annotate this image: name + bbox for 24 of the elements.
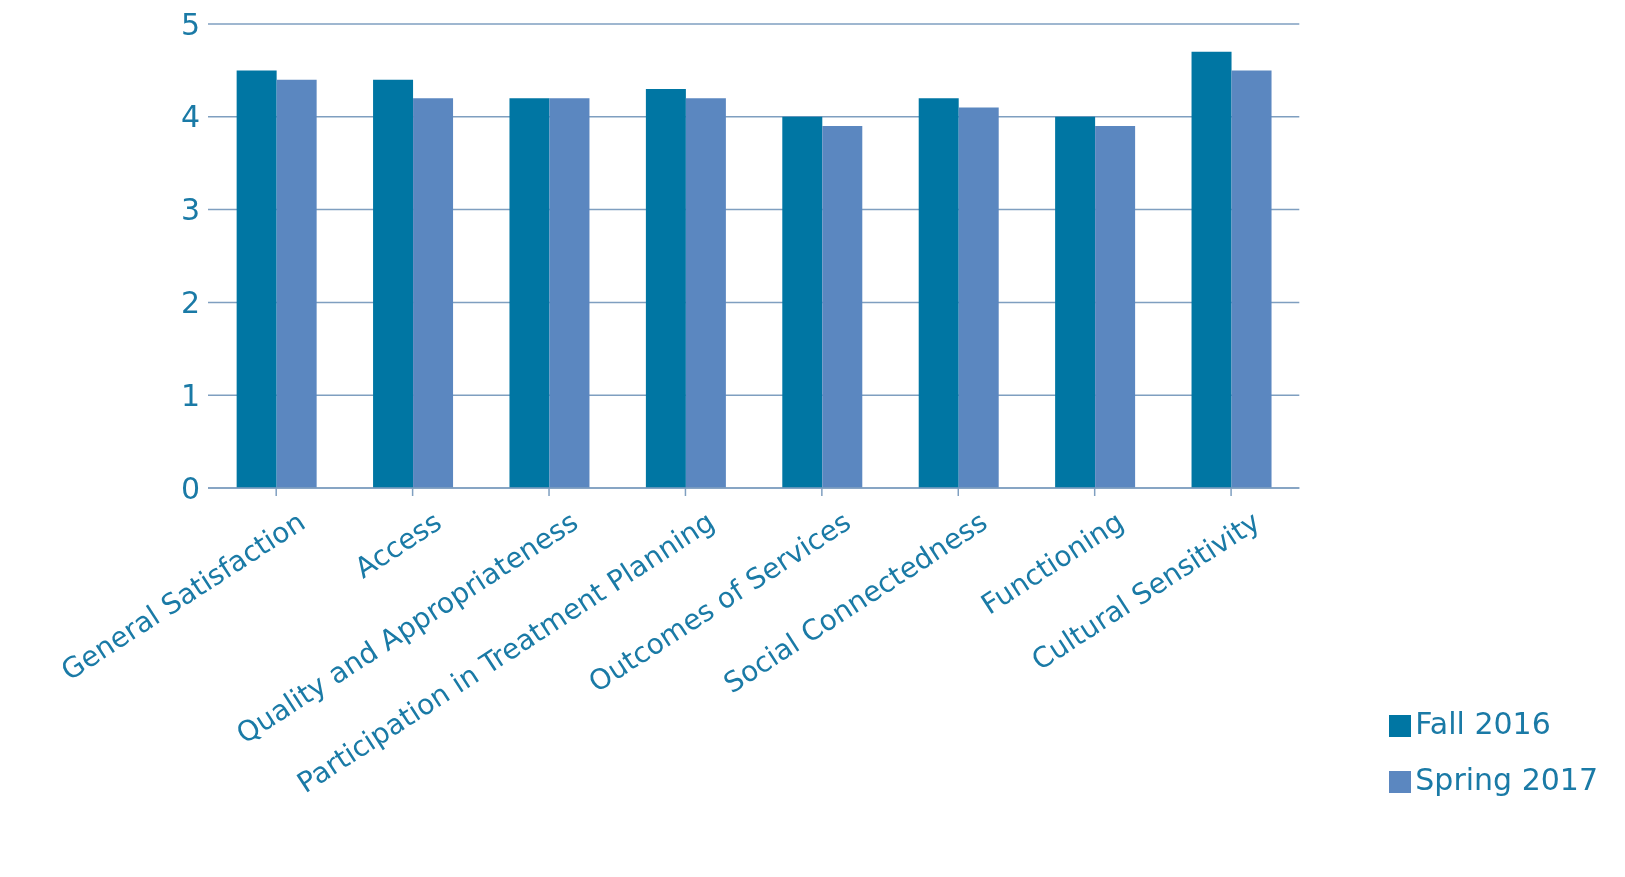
bar	[645, 88, 686, 488]
bar	[1055, 116, 1096, 488]
bar	[1231, 70, 1272, 488]
bar	[549, 98, 590, 488]
legend-label: Fall 2016	[1415, 706, 1551, 741]
y-tick-label: 0	[180, 470, 200, 506]
y-tick-label: 3	[180, 192, 200, 228]
bar	[236, 70, 277, 488]
bar	[782, 116, 823, 488]
bar	[685, 98, 726, 488]
bar	[958, 107, 999, 488]
y-tick-label: 1	[180, 377, 200, 413]
y-tick-label: 4	[180, 99, 200, 135]
bar	[1191, 51, 1232, 488]
bar	[373, 79, 414, 488]
y-tick-label: 5	[180, 6, 200, 42]
legend-label: Spring 2017	[1415, 762, 1598, 797]
bar	[509, 98, 550, 488]
bar	[276, 79, 317, 488]
bar	[918, 98, 959, 488]
bar	[822, 126, 863, 488]
bar	[413, 98, 454, 488]
y-tick-label: 2	[180, 285, 200, 321]
bar	[1095, 126, 1136, 488]
